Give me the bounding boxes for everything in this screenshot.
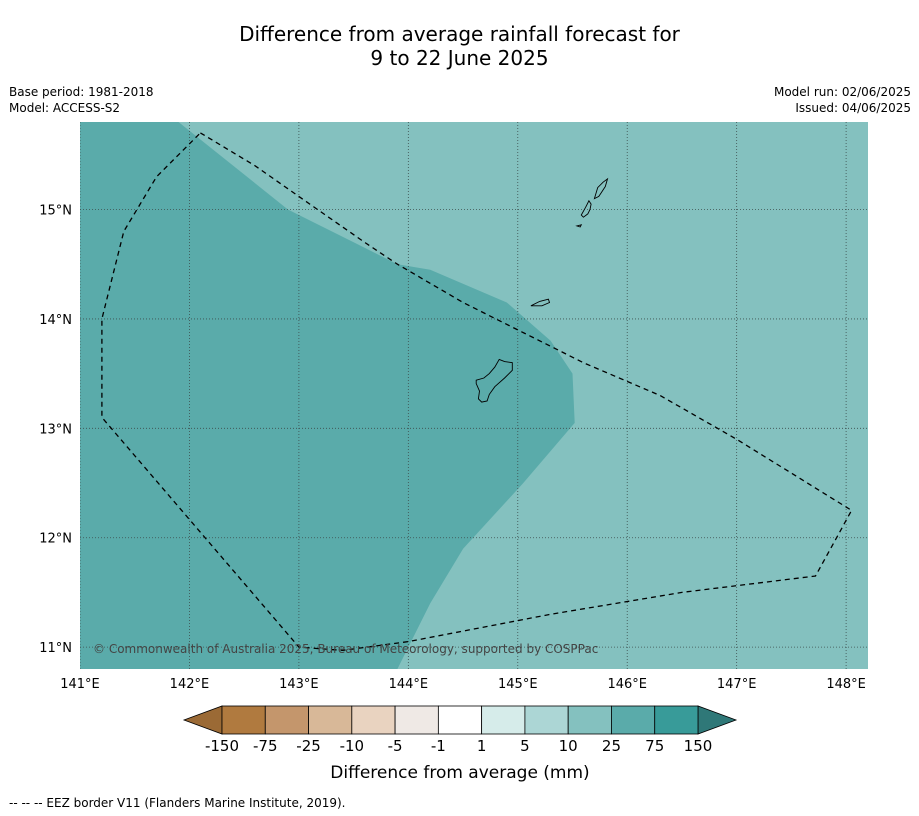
- map-area: © Commonwealth of Australia 2025, Bureau…: [80, 122, 868, 669]
- colorbar-swatch: [567, 705, 612, 735]
- colorbar-tick-label: -10: [340, 737, 365, 755]
- island-aguijan: [575, 224, 583, 228]
- longitude-tick-label: 143°E: [279, 677, 319, 692]
- model-text: Model: ACCESS-S2: [9, 101, 121, 115]
- info-right: Model run: 02/06/2025 Issued: 04/06/2025: [774, 84, 911, 116]
- latitude-tick-label: 15°N: [39, 204, 72, 219]
- colorbar-swatch: [351, 705, 396, 735]
- colorbar-tick-label: 25: [602, 737, 621, 755]
- colorbar-tick-label: -75: [253, 737, 278, 755]
- colorbar-swatch: [264, 705, 309, 735]
- island-saipan: [593, 177, 609, 200]
- info-left: Base period: 1981-2018 Model: ACCESS-S2: [9, 84, 154, 116]
- island-tinian: [580, 199, 592, 218]
- map-title: Difference from average rainfall forecas…: [0, 22, 919, 70]
- colorbar-over-arrow: [697, 705, 738, 735]
- longitude-tick-label: 142°E: [170, 677, 210, 692]
- issued-text: Issued: 04/06/2025: [795, 101, 911, 115]
- longitude-tick-label: 146°E: [607, 677, 647, 692]
- colorbar-tick-label: 75: [645, 737, 664, 755]
- colorbar-tick-label: 5: [520, 737, 530, 755]
- model-run-text: Model run: 02/06/2025: [773, 85, 911, 99]
- colorbar-swatch: [394, 705, 439, 735]
- footnote: -- -- -- EEZ border V11 (Flanders Marine…: [9, 796, 346, 810]
- latitude-tick-label: 13°N: [39, 422, 72, 437]
- eez-border-line: [101, 132, 853, 652]
- colorbar-tick-label: -150: [205, 737, 239, 755]
- colorbar-tick-label: -25: [296, 737, 321, 755]
- longitude-tick-label: 148°E: [826, 677, 866, 692]
- island-guam: [475, 358, 513, 403]
- title-line-1: Difference from average rainfall forecas…: [239, 22, 680, 46]
- colorbar-tick-label: -1: [431, 737, 446, 755]
- colorbar-swatch: [221, 705, 266, 735]
- longitude-tick-label: 141°E: [60, 677, 100, 692]
- base-period-text: Base period: 1981-2018: [9, 85, 154, 99]
- longitude-tick-label: 144°E: [389, 677, 429, 692]
- colorbar-tick-label: 150: [684, 737, 713, 755]
- colorbar-tick-label: 1: [477, 737, 487, 755]
- colorbar-tick-label: -5: [388, 737, 403, 755]
- latitude-tick-label: 11°N: [39, 641, 72, 656]
- island-rota: [530, 298, 551, 307]
- colorbar-swatch: [611, 705, 656, 735]
- latitude-tick-label: 12°N: [39, 532, 72, 547]
- colorbar-swatch: [524, 705, 569, 735]
- latitude-tick-label: 14°N: [39, 313, 72, 328]
- colorbar-swatch: [481, 705, 526, 735]
- longitude-tick-label: 147°E: [717, 677, 757, 692]
- colorbar-title: Difference from average (mm): [330, 763, 589, 783]
- title-line-2: 9 to 22 June 2025: [370, 46, 549, 70]
- colorbar-under-arrow: [182, 705, 223, 735]
- colorbar-swatch: [437, 705, 483, 735]
- wetter-region-fill: [80, 122, 575, 669]
- copyright-text: © Commonwealth of Australia 2025, Bureau…: [93, 642, 598, 656]
- colorbar-swatch: [654, 705, 699, 735]
- colorbar-swatch: [308, 705, 353, 735]
- colorbar-tick-label: 10: [559, 737, 578, 755]
- longitude-tick-label: 145°E: [498, 677, 538, 692]
